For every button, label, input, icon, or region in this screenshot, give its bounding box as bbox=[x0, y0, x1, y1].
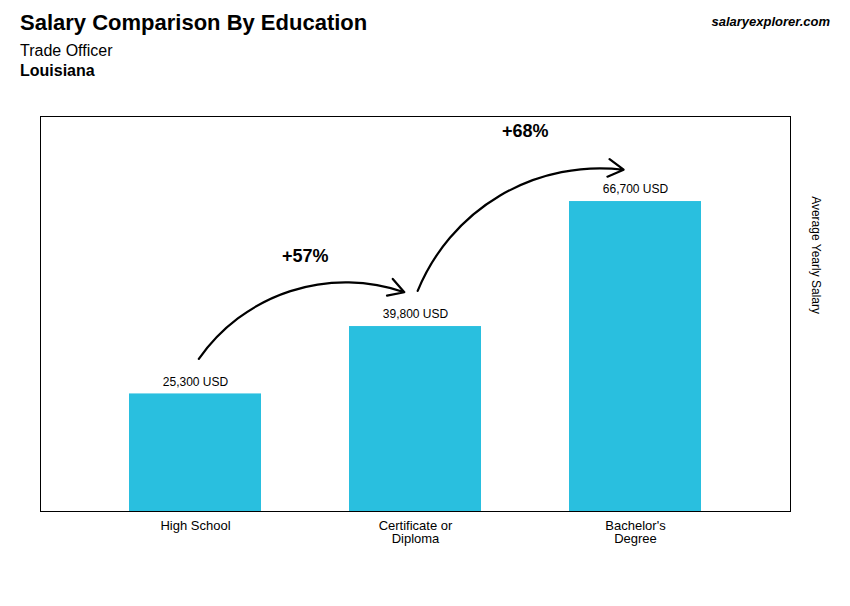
html-text:Trade Officer: Trade Officer bbox=[20, 42, 113, 59]
svg-text:Average Yearly Salary: Average Yearly Salary bbox=[809, 196, 823, 314]
html-text:Louisiana: Louisiana bbox=[20, 62, 95, 79]
svg-text:25,300 USD: 25,300 USD bbox=[163, 375, 229, 389]
html-text:Salary Comparison By Education: Salary Comparison By Education bbox=[20, 10, 368, 35]
html-text:salaryexplorer.com: salaryexplorer.com bbox=[711, 14, 830, 29]
svg-text:+57%: +57% bbox=[282, 246, 329, 266]
svg-text:+68%: +68% bbox=[502, 121, 549, 141]
svg-text:66,700 USD: 66,700 USD bbox=[603, 182, 669, 196]
svg-text:Certificate orDiploma: Certificate orDiploma bbox=[379, 518, 453, 546]
svg-text:39,800 USD: 39,800 USD bbox=[383, 307, 449, 321]
svg-text:Bachelor'sDegree: Bachelor'sDegree bbox=[605, 518, 666, 546]
svg-text:High School: High School bbox=[160, 518, 230, 533]
